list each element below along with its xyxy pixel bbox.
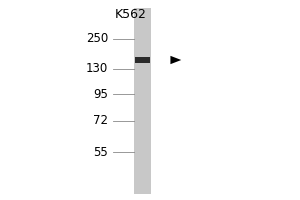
Text: 250: 250 bbox=[86, 32, 108, 46]
Text: 95: 95 bbox=[93, 88, 108, 100]
Text: 55: 55 bbox=[93, 146, 108, 158]
Text: 130: 130 bbox=[86, 62, 108, 75]
Text: K562: K562 bbox=[115, 7, 146, 21]
Text: 72: 72 bbox=[93, 114, 108, 128]
Bar bbox=[135, 57, 150, 63]
Polygon shape bbox=[170, 56, 181, 64]
Bar bbox=[134, 8, 151, 194]
